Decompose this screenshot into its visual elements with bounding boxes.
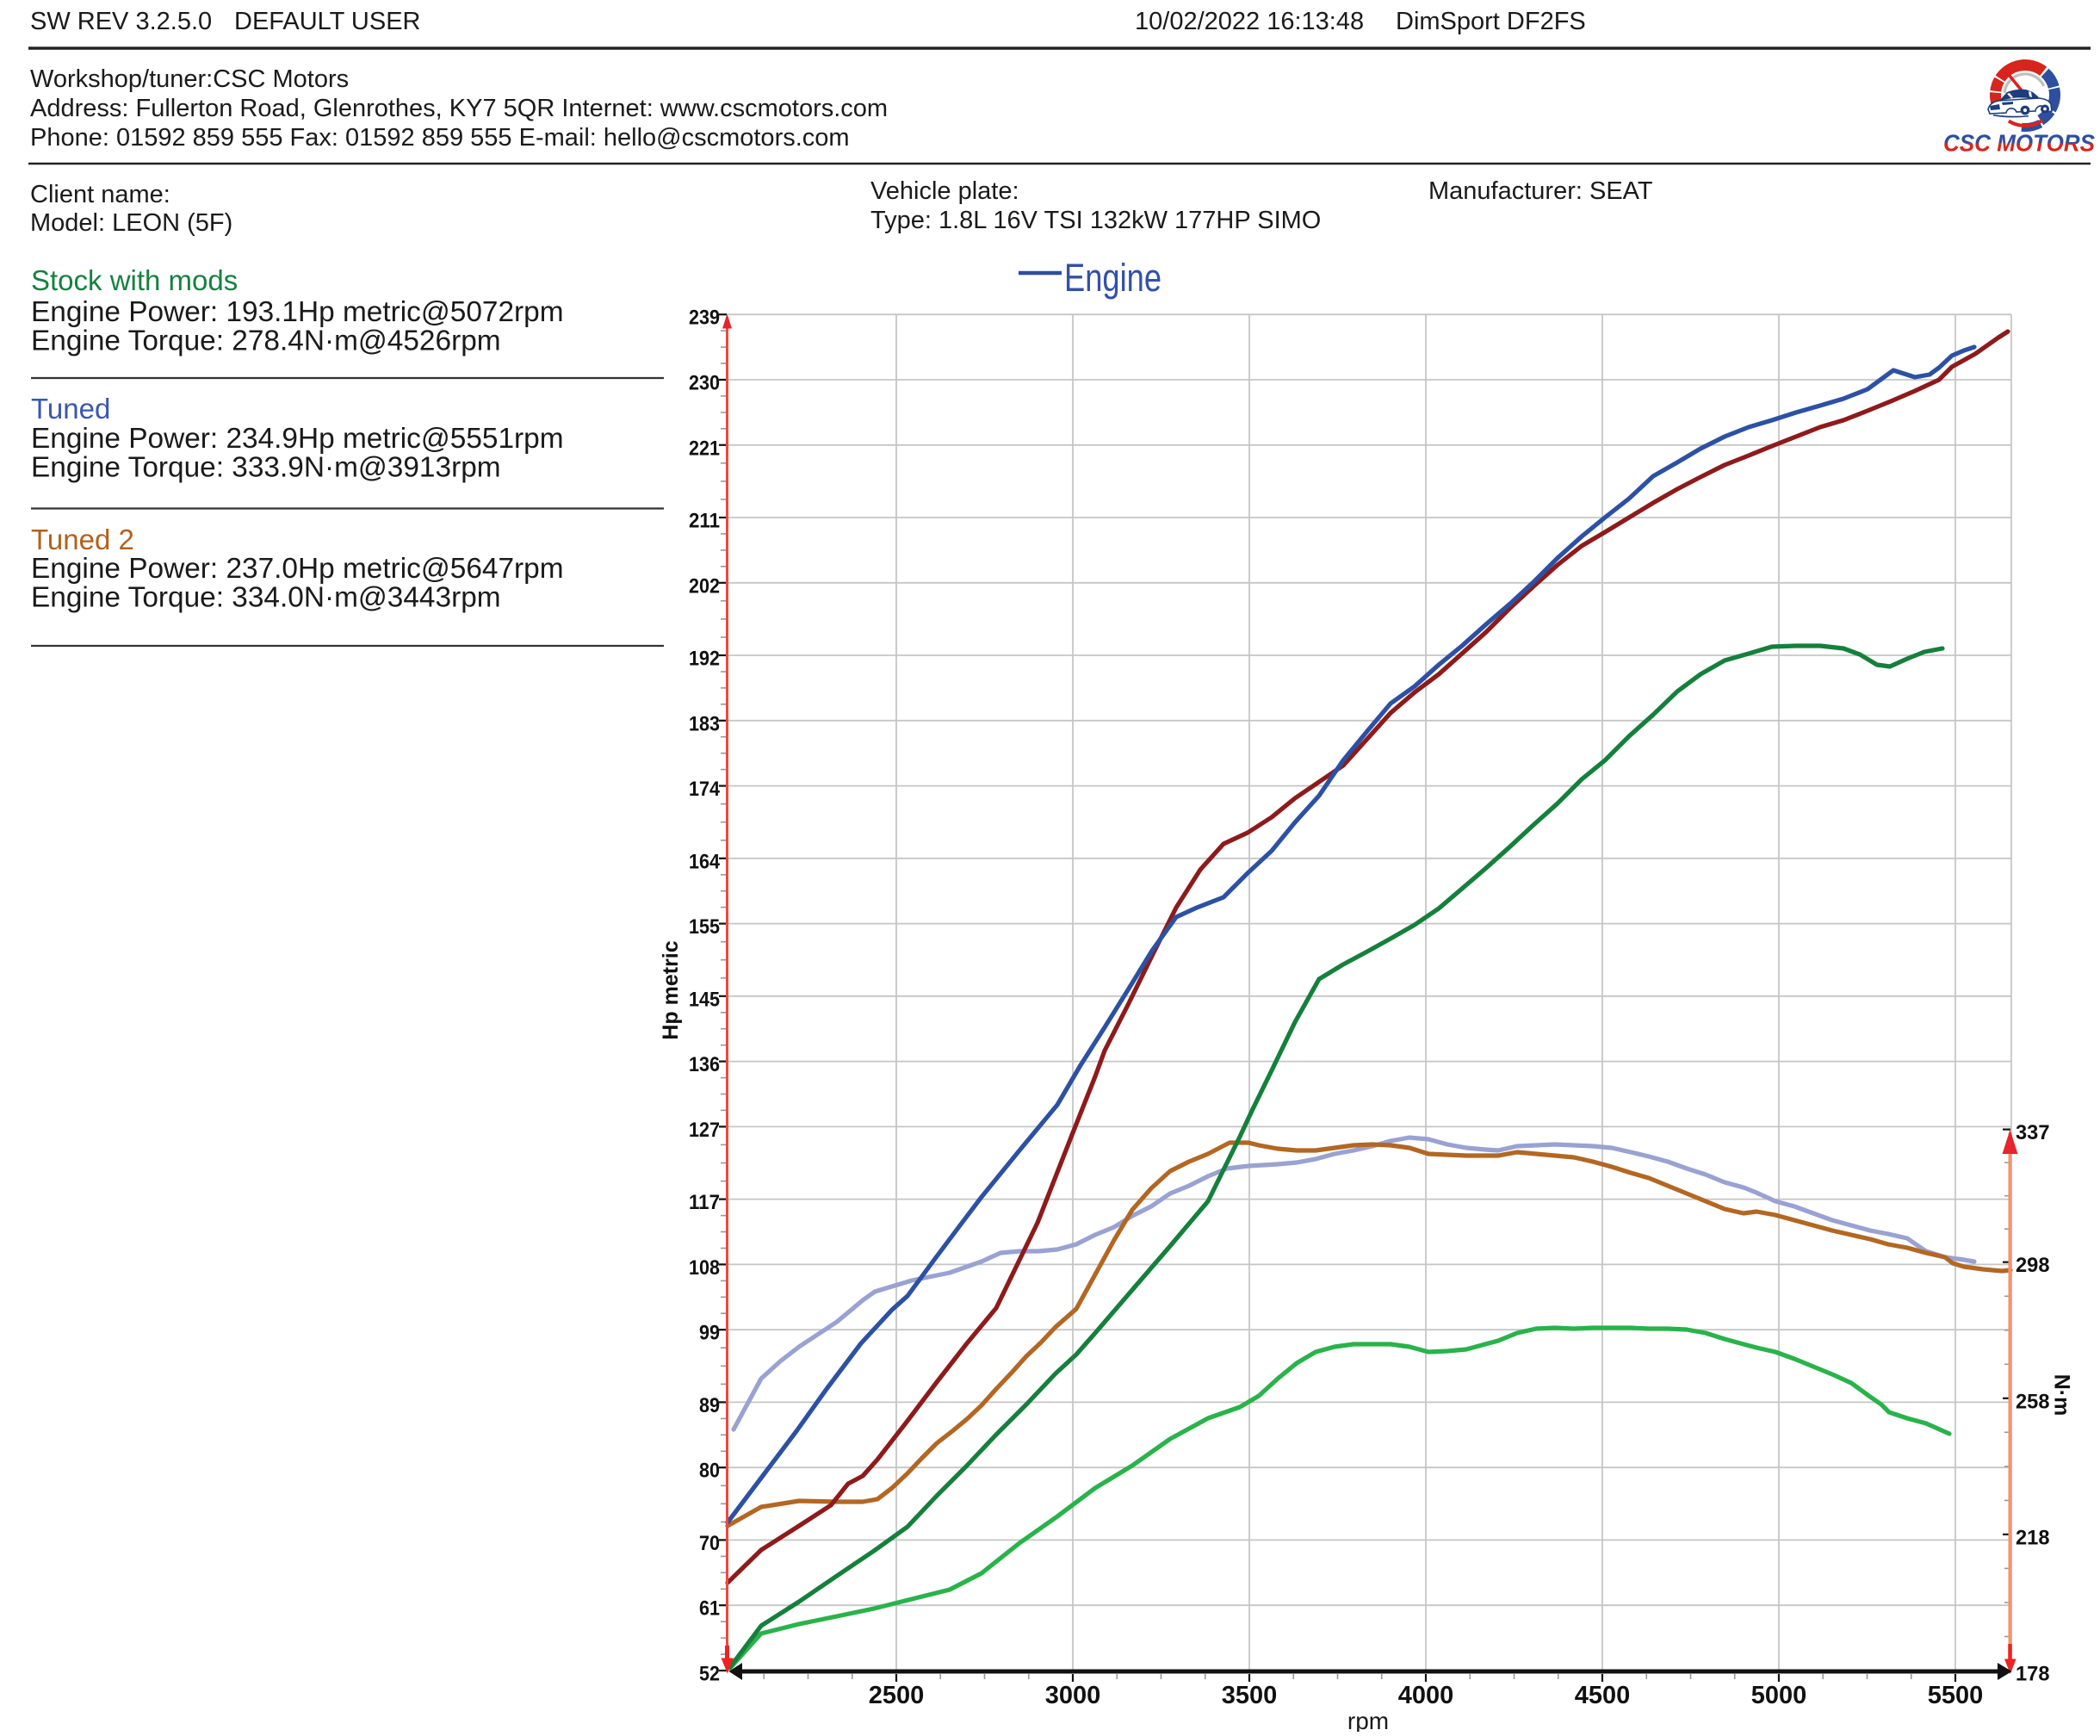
- svg-text:80: 80: [699, 1460, 720, 1483]
- svg-text:DEFAULT USER: DEFAULT USER: [234, 8, 420, 35]
- svg-text:Type: 1.8L 16V TSI 132kW 177HP: Type: 1.8L 16V TSI 132kW 177HP SIMO: [870, 207, 1321, 234]
- svg-text:Manufacturer: SEAT: Manufacturer: SEAT: [1428, 177, 1653, 205]
- svg-text:3500: 3500: [1222, 1682, 1278, 1709]
- svg-text:258: 258: [2016, 1390, 2050, 1413]
- svg-text:178: 178: [2016, 1663, 2050, 1686]
- svg-text:10/02/2022 16:13:48: 10/02/2022 16:13:48: [1135, 8, 1364, 35]
- svg-text:337: 337: [2016, 1121, 2050, 1144]
- svg-text:174: 174: [689, 778, 721, 801]
- svg-text:183: 183: [689, 712, 720, 735]
- svg-text:298: 298: [2016, 1254, 2050, 1277]
- svg-text:145: 145: [689, 988, 720, 1011]
- svg-text:2500: 2500: [869, 1682, 925, 1709]
- svg-text:DimSport DF2FS: DimSport DF2FS: [1396, 8, 1586, 35]
- svg-text:52: 52: [699, 1663, 720, 1686]
- svg-text:Hp metric: Hp metric: [659, 940, 683, 1039]
- svg-text:3000: 3000: [1045, 1682, 1101, 1709]
- svg-text:89: 89: [699, 1394, 720, 1417]
- svg-text:Phone: 01592 859 555 Fax: 0159: Phone: 01592 859 555 Fax: 01592 859 555 …: [30, 124, 850, 152]
- svg-text:Engine Torque: 333.9N·m@3913rp: Engine Torque: 333.9N·m@3913rpm: [31, 452, 501, 484]
- svg-text:Engine Torque: 278.4N·m@4526rp: Engine Torque: 278.4N·m@4526rpm: [31, 326, 501, 357]
- svg-text:192: 192: [689, 648, 720, 671]
- svg-text:Engine: Engine: [1064, 256, 1162, 300]
- svg-text:108: 108: [689, 1256, 720, 1280]
- svg-text:Vehicle plate:: Vehicle plate:: [870, 177, 1019, 205]
- svg-text:Tuned: Tuned: [31, 393, 110, 425]
- svg-text:70: 70: [699, 1532, 720, 1555]
- svg-text:230: 230: [689, 372, 720, 395]
- svg-text:SW REV 3.2.5.0: SW REV 3.2.5.0: [30, 8, 212, 35]
- svg-text:136: 136: [689, 1053, 720, 1076]
- svg-text:N·m: N·m: [2050, 1374, 2074, 1417]
- svg-text:CSC MOTORS: CSC MOTORS: [1943, 130, 2095, 157]
- svg-text:Model: LEON (5F): Model: LEON (5F): [30, 209, 232, 237]
- svg-text:rpm: rpm: [1347, 1708, 1389, 1732]
- svg-text:Engine Power: 193.1Hp metric@5: Engine Power: 193.1Hp metric@5072rpm: [31, 296, 564, 328]
- svg-text:218: 218: [2016, 1526, 2050, 1549]
- svg-text:164: 164: [689, 850, 721, 873]
- svg-text:61: 61: [699, 1597, 720, 1621]
- svg-text:99: 99: [699, 1322, 720, 1345]
- svg-text:155: 155: [689, 915, 720, 939]
- svg-text:Address: Fullerton Road, Glenr: Address: Fullerton Road, Glenrothes, KY7…: [30, 95, 888, 122]
- svg-text:Engine Power: 237.0Hp metric@5: Engine Power: 237.0Hp metric@5647rpm: [31, 553, 564, 585]
- svg-text:Engine Torque: 334.0N·m@3443rp: Engine Torque: 334.0N·m@3443rpm: [31, 582, 501, 614]
- svg-text:5500: 5500: [1928, 1682, 1984, 1709]
- svg-text:211: 211: [689, 510, 720, 533]
- svg-text:Stock with mods: Stock with mods: [31, 264, 238, 296]
- svg-text:202: 202: [689, 574, 720, 598]
- svg-text:221: 221: [689, 437, 720, 460]
- svg-text:4500: 4500: [1575, 1682, 1631, 1709]
- svg-text:Workshop/tuner:CSC Motors: Workshop/tuner:CSC Motors: [30, 65, 349, 93]
- svg-text:117: 117: [689, 1191, 720, 1214]
- svg-text:Engine Power: 234.9Hp metric@5: Engine Power: 234.9Hp metric@5551rpm: [31, 423, 564, 455]
- svg-text:4000: 4000: [1398, 1682, 1454, 1709]
- svg-text:Client name:: Client name:: [30, 181, 170, 208]
- svg-text:127: 127: [689, 1119, 720, 1142]
- svg-text:239: 239: [689, 307, 720, 330]
- svg-text:5000: 5000: [1751, 1682, 1807, 1709]
- svg-text:Tuned 2: Tuned 2: [31, 524, 134, 555]
